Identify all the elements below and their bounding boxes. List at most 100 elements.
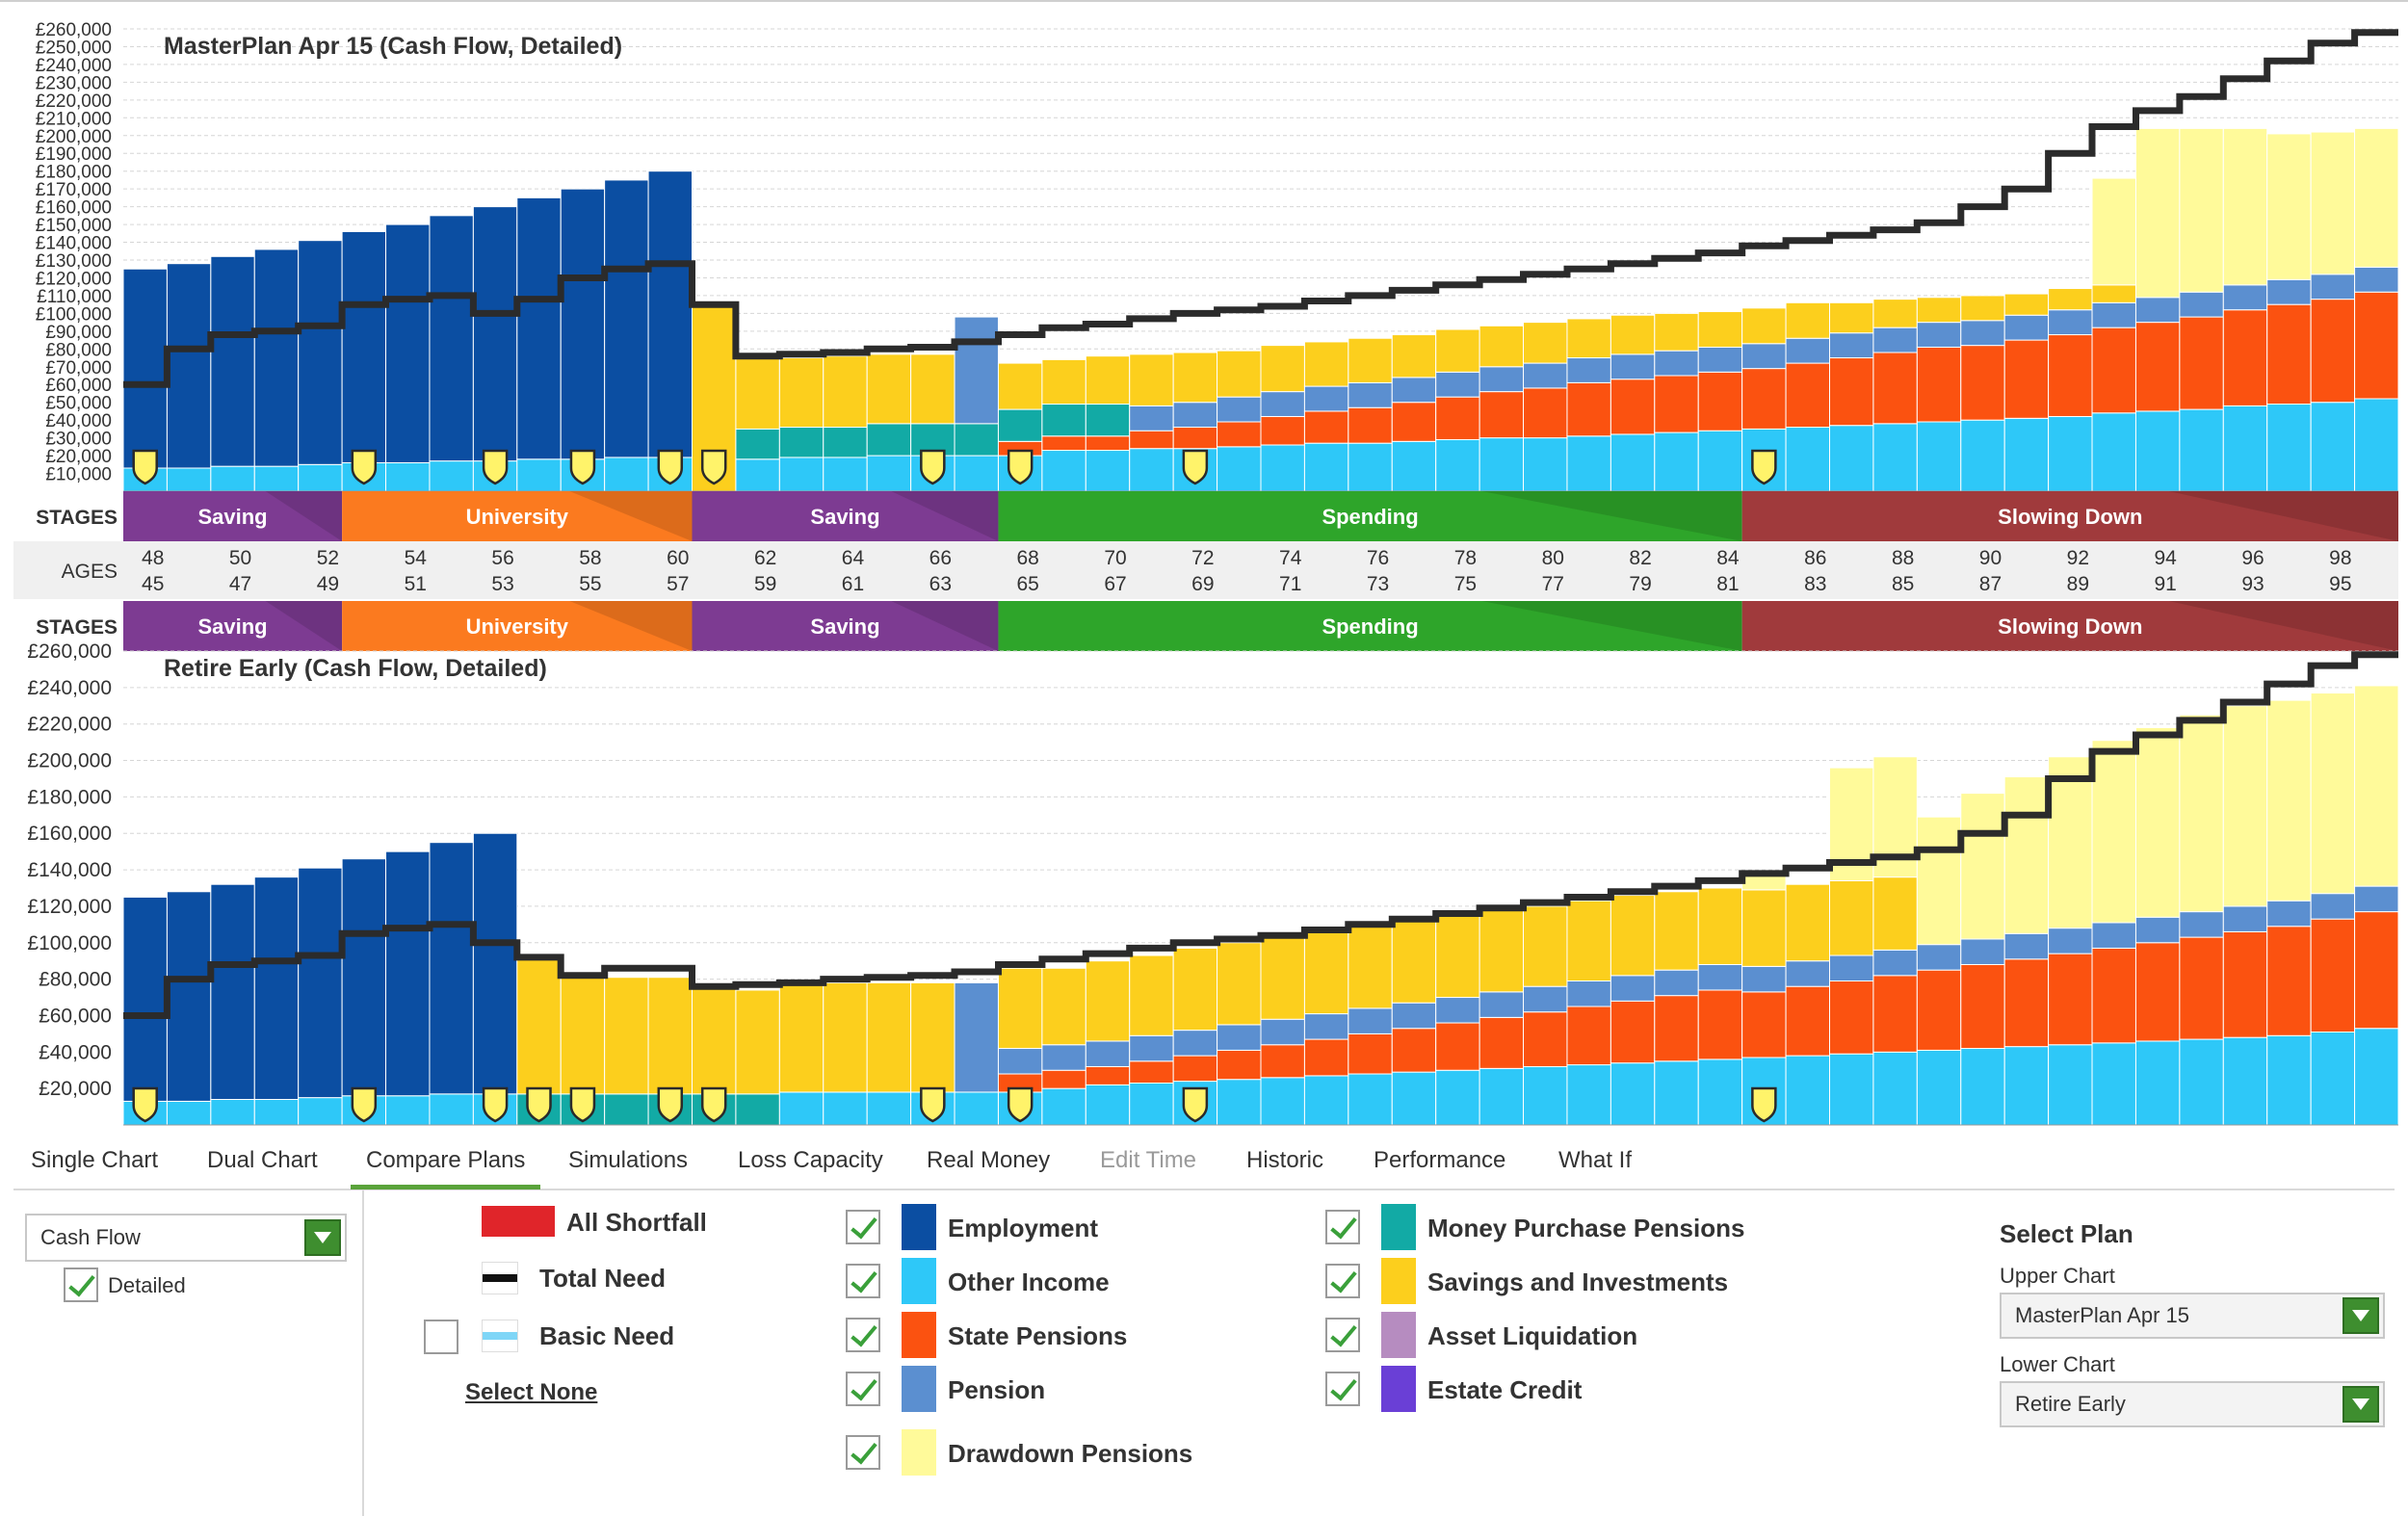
tab-edit-time: Edit Time xyxy=(1100,1147,1197,1173)
bar-segment xyxy=(778,1091,824,1126)
tab-performance[interactable]: Performance xyxy=(1374,1147,1506,1173)
event-marker-icon xyxy=(657,1086,684,1123)
age-bottom-label: 91 xyxy=(2154,573,2176,595)
bar-segment xyxy=(1916,816,1962,946)
bar-segment xyxy=(1391,1002,1437,1030)
asset-liquidation-checkbox[interactable] xyxy=(1325,1318,1360,1352)
stage-block xyxy=(1741,601,2398,651)
cash-flow-chart-1: £20,000 £40,000 £60,000 £80,000 £100,000 £120… xyxy=(27,640,2399,1126)
bar-segment xyxy=(1172,352,1218,404)
detailed-checkbox[interactable] xyxy=(64,1268,98,1302)
event-marker-icon xyxy=(920,1086,946,1123)
bar-segment xyxy=(2354,266,2399,293)
bar-segment xyxy=(1785,301,1830,339)
bar-segment xyxy=(1916,421,1962,492)
chevron-down-icon[interactable] xyxy=(304,1219,341,1256)
basic-need-checkbox[interactable] xyxy=(424,1320,458,1354)
bar-segment xyxy=(1260,345,1305,393)
tab-what-if[interactable]: What If xyxy=(1558,1147,1633,1173)
bar-segment xyxy=(1523,362,1568,389)
bar-segment xyxy=(2091,922,2136,949)
bar-segment xyxy=(2134,942,2181,1042)
asset-liquidation-label: Asset Liquidation xyxy=(1427,1321,1638,1350)
stage-block xyxy=(998,491,1742,541)
y-tick-label: £160,000 xyxy=(36,198,112,219)
drawdown-pensions-label: Drawdown Pensions xyxy=(948,1439,1193,1468)
bar-segment xyxy=(1172,427,1218,450)
tab-historic[interactable]: Historic xyxy=(1246,1147,1324,1173)
y-tick-label: £80,000 xyxy=(45,340,112,360)
bar-segment xyxy=(560,977,606,1095)
bar-segment xyxy=(910,981,955,1093)
bar-segment xyxy=(516,954,562,1095)
bar-segment xyxy=(1129,1082,1174,1126)
y-tick-label: £160,000 xyxy=(27,823,112,845)
bar-segment xyxy=(2310,918,2356,1032)
bar-segment xyxy=(1610,975,1656,1002)
bar-segment xyxy=(954,423,999,457)
tab-compare-plans[interactable]: Compare Plans xyxy=(351,1137,541,1189)
chevron-down-icon[interactable] xyxy=(2343,1386,2379,1423)
charts-svg: £10,000£20,000£30,000£40,000£50,000£60,0… xyxy=(0,0,2408,1126)
tab-real-money[interactable]: Real Money xyxy=(927,1147,1051,1173)
tab-dual-chart[interactable]: Dual Chart xyxy=(207,1147,318,1173)
y-tick-label: £220,000 xyxy=(27,714,112,736)
bar-segment xyxy=(2048,953,2093,1046)
bar-segment xyxy=(1260,1044,1305,1079)
tab-loss-capacity[interactable]: Loss Capacity xyxy=(738,1147,883,1173)
stage-shade xyxy=(2168,601,2398,651)
bar-segment xyxy=(2222,705,2268,907)
age-bottom-label: 65 xyxy=(1016,573,1038,595)
chart-type-select[interactable]: Cash Flow xyxy=(25,1214,347,1262)
select-none-link[interactable]: Select None xyxy=(465,1379,598,1405)
age-top-label: 48 xyxy=(142,547,164,569)
y-tick-label: £100,000 xyxy=(36,304,112,325)
bar-segment xyxy=(2179,127,2224,293)
bar-segment xyxy=(2134,726,2181,918)
y-tick-label: £80,000 xyxy=(39,969,112,991)
employment-checkbox[interactable] xyxy=(846,1210,880,1244)
bar-segment xyxy=(2266,926,2312,1036)
bar-segment xyxy=(2310,402,2356,492)
bar-segment xyxy=(1654,312,1699,352)
y-tick-label: £240,000 xyxy=(36,56,112,76)
bar-segment xyxy=(1829,425,1874,492)
chevron-down-icon[interactable] xyxy=(2343,1297,2379,1334)
drawdown-pensions-swatch xyxy=(902,1429,936,1476)
bar-segment xyxy=(1085,404,1131,437)
bar-segment xyxy=(1260,1077,1305,1126)
drawdown-pensions-checkbox[interactable] xyxy=(846,1435,880,1470)
bar-segment xyxy=(1479,1067,1525,1126)
bar-segment xyxy=(2091,947,2136,1044)
tab-single-chart[interactable]: Single Chart xyxy=(31,1147,159,1173)
bar-segment xyxy=(1172,947,1218,1032)
lower-chart-select[interactable]: Retire Early xyxy=(2000,1381,2385,1427)
upper-chart-select[interactable]: MasterPlan Apr 15 xyxy=(2000,1293,2385,1339)
money-purchase-checkbox[interactable] xyxy=(1325,1210,1360,1244)
stage-block xyxy=(123,491,343,541)
bar-segment xyxy=(823,355,868,429)
bar-segment xyxy=(2310,1031,2356,1126)
bar-segment xyxy=(1303,1038,1349,1077)
savings-checkbox[interactable] xyxy=(1325,1264,1360,1298)
pension-checkbox[interactable] xyxy=(846,1372,880,1406)
bar-segment xyxy=(1479,909,1525,993)
estate-credit-checkbox[interactable] xyxy=(1325,1372,1360,1406)
state-pensions-checkbox[interactable] xyxy=(846,1318,880,1352)
bar-segment xyxy=(692,987,737,1095)
bar-segment xyxy=(1260,934,1305,1020)
event-marker-icon xyxy=(132,1086,158,1123)
event-marker-icon xyxy=(1182,449,1209,485)
bar-segment xyxy=(1129,353,1174,406)
bar-segment xyxy=(1217,421,1262,448)
stage-name: Saving xyxy=(197,614,267,639)
other-income-checkbox[interactable] xyxy=(846,1264,880,1298)
tab-simulations[interactable]: Simulations xyxy=(568,1147,689,1173)
bar-segment xyxy=(1916,346,1962,423)
stage-block xyxy=(692,601,999,651)
bar-segment xyxy=(997,362,1043,410)
bar-segment xyxy=(1303,1013,1349,1040)
bar-segment xyxy=(1391,1071,1437,1126)
bar-segment xyxy=(2310,693,2356,895)
bar-segment xyxy=(1829,980,1874,1055)
